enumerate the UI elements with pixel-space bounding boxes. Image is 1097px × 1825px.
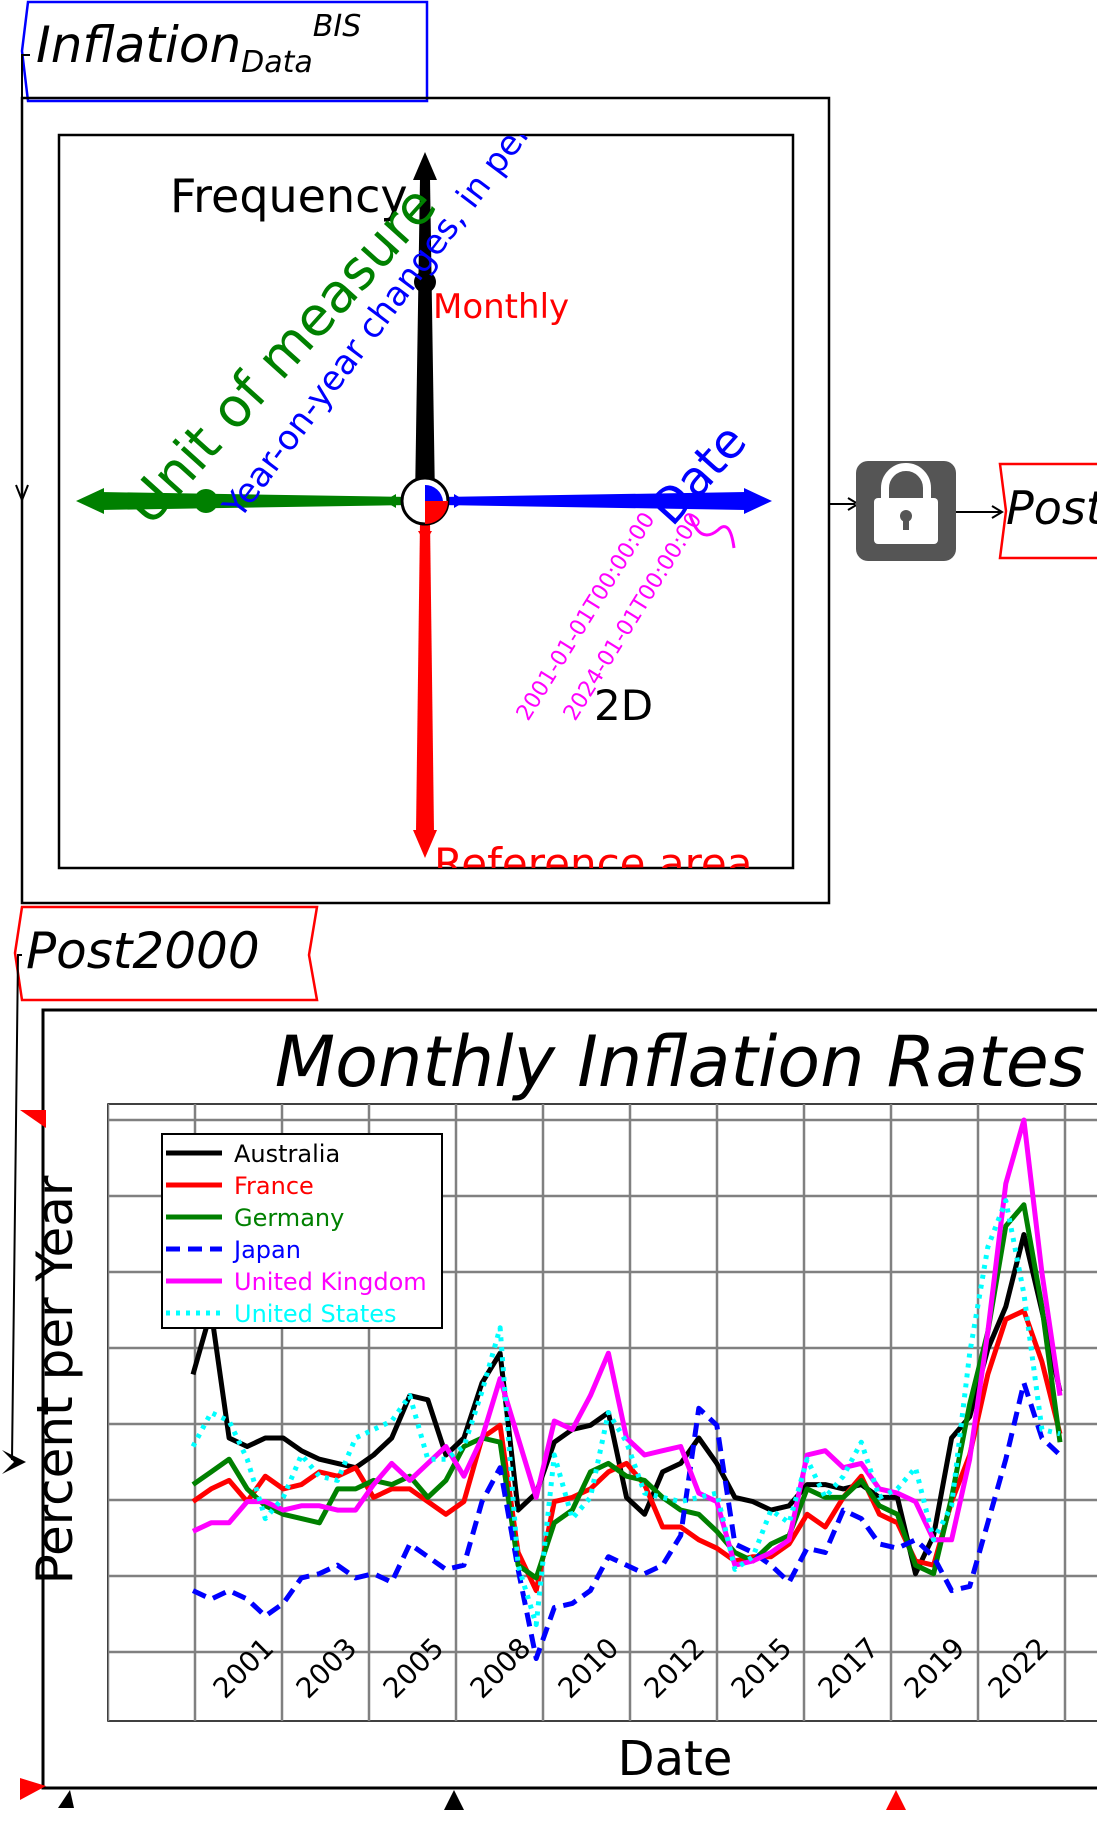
legend-entry: Australia [234, 1140, 340, 1168]
legend-entry: Germany [234, 1204, 344, 1232]
legend-entry: Japan [232, 1236, 301, 1264]
axis-marker-red-top [20, 1110, 46, 1128]
axis-marker-red-2 [886, 1790, 906, 1810]
reference-axis [416, 520, 434, 832]
series-line-germany [191, 1202, 1063, 1581]
chart-title: Monthly Inflation Rates [275, 1021, 1086, 1103]
legend-entry: United States [234, 1300, 397, 1328]
dataset-title: InflationDataBIS [36, 9, 361, 80]
lock-out-arrow [991, 505, 1004, 519]
dimension-badge: 2D [594, 681, 653, 730]
center-tick-up [418, 459, 432, 471]
legend-box [161, 1133, 443, 1329]
center-node-blue [425, 484, 443, 501]
unit-axis [100, 492, 410, 510]
unit-value-marker [194, 489, 218, 513]
frequency-label: Frequency [170, 169, 408, 223]
series-line-japan [191, 1380, 1062, 1661]
chart-series [190, 1117, 1063, 1661]
reference-arrowhead [413, 830, 437, 858]
center-node-red [425, 501, 448, 524]
frequency-value-marker [414, 271, 436, 293]
output-tag-label: Post [1006, 481, 1097, 535]
chart-frame [41, 1008, 1097, 1790]
center-tick-right [454, 494, 466, 508]
series-line-australia [190, 1232, 1063, 1577]
y-axis-label: Percent per Year [26, 1175, 84, 1584]
output-tag[interactable] [998, 462, 1097, 560]
legend: Australia France Germany Japan United Kingdo… [161, 1133, 443, 1329]
axis-marker-black-1 [58, 1790, 74, 1808]
unit-arrowhead [76, 488, 104, 514]
axis-marker-red-bottom [20, 1778, 46, 1800]
reference-label: Reference area [434, 839, 753, 888]
legend-entry: France [234, 1172, 314, 1200]
subset-tag-label: Post2000 [26, 922, 260, 980]
frequency-arrowhead [413, 152, 437, 180]
dataset-frame [20, 96, 831, 905]
date-axis [440, 492, 746, 510]
legend-entry: United Kingdom [234, 1268, 427, 1296]
axis-marker-black-2 [444, 1790, 464, 1810]
subset-connector [11, 954, 22, 1461]
frequency-value: Monthly [433, 287, 569, 327]
center-tick-left [384, 494, 396, 508]
series-line-united-states [190, 1198, 1061, 1628]
lock-keyhole-slot [903, 516, 909, 530]
dataset-tag[interactable] [20, 0, 429, 103]
center-tick-down [418, 531, 432, 543]
subset-tag[interactable] [13, 905, 319, 1002]
lock-shackle [881, 463, 931, 500]
date-arrowhead [744, 488, 772, 514]
frequency-axis [415, 178, 435, 500]
x-axis-label: Date [618, 1731, 733, 1787]
date-range-brace [688, 514, 736, 549]
subset-connector-arrow [2, 1450, 26, 1474]
lock-icon[interactable] [856, 461, 956, 561]
